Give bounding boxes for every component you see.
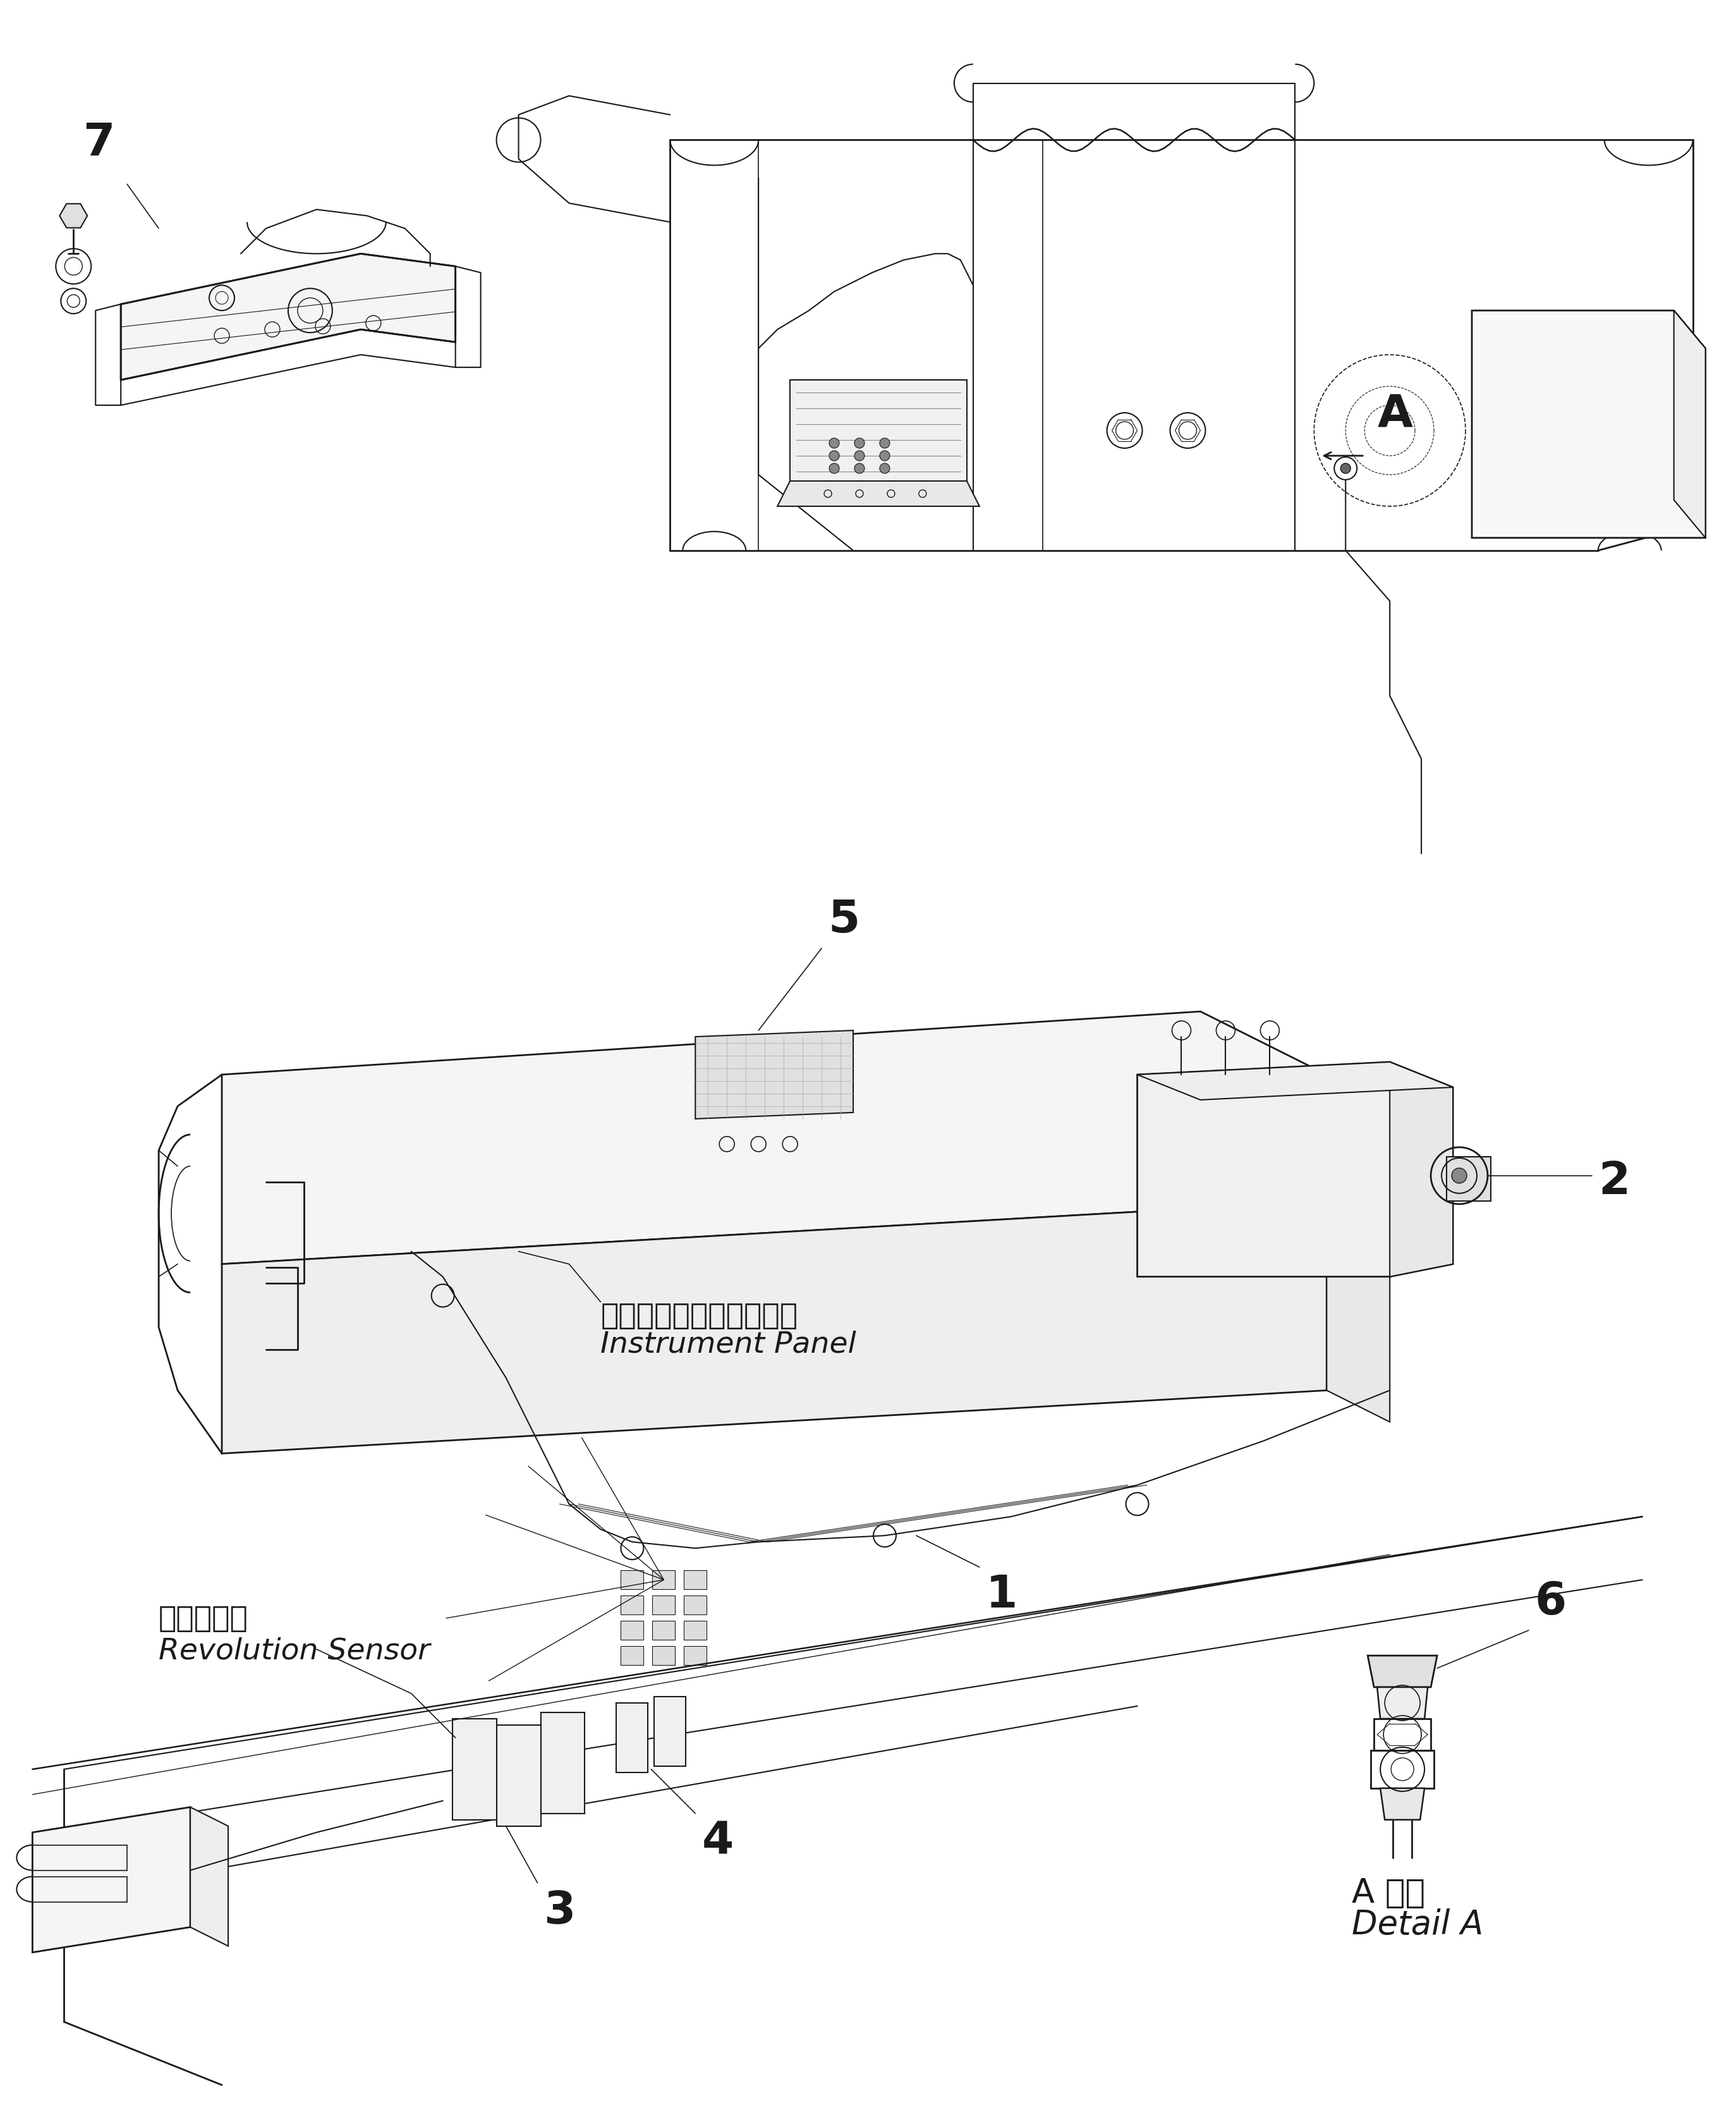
Polygon shape	[1137, 1063, 1453, 1277]
Polygon shape	[684, 1596, 707, 1615]
Text: 2: 2	[1599, 1160, 1630, 1205]
Polygon shape	[621, 1571, 644, 1590]
Polygon shape	[1380, 1789, 1425, 1821]
Polygon shape	[696, 1031, 852, 1118]
Polygon shape	[1368, 1655, 1437, 1687]
Polygon shape	[540, 1713, 585, 1814]
Text: Revolution Sensor: Revolution Sensor	[158, 1636, 431, 1666]
Polygon shape	[1391, 1063, 1453, 1277]
Polygon shape	[59, 203, 87, 229]
Polygon shape	[653, 1622, 675, 1641]
Polygon shape	[621, 1622, 644, 1641]
Polygon shape	[1137, 1063, 1453, 1101]
Polygon shape	[1472, 311, 1705, 538]
Polygon shape	[790, 379, 967, 481]
Circle shape	[830, 451, 838, 462]
Circle shape	[830, 464, 838, 474]
Polygon shape	[653, 1596, 675, 1615]
Polygon shape	[1674, 311, 1705, 538]
Circle shape	[1451, 1169, 1467, 1183]
Polygon shape	[684, 1571, 707, 1590]
Text: 3: 3	[543, 1888, 576, 1933]
Text: Detail A: Detail A	[1352, 1907, 1484, 1941]
Polygon shape	[222, 1200, 1326, 1454]
Polygon shape	[616, 1702, 648, 1772]
Polygon shape	[653, 1647, 675, 1666]
Text: インスツルメントパネル: インスツルメントパネル	[601, 1302, 799, 1329]
Polygon shape	[621, 1647, 644, 1666]
Polygon shape	[653, 1571, 675, 1590]
Polygon shape	[778, 481, 979, 506]
Text: 回転センサ: 回転センサ	[158, 1605, 248, 1634]
Polygon shape	[654, 1696, 686, 1766]
Text: 7: 7	[83, 121, 115, 165]
Polygon shape	[684, 1622, 707, 1641]
Text: A 詳細: A 詳細	[1352, 1876, 1425, 1910]
Text: 4: 4	[701, 1821, 734, 1863]
Polygon shape	[621, 1596, 644, 1615]
Polygon shape	[496, 1725, 540, 1827]
Circle shape	[880, 451, 891, 462]
Text: 5: 5	[828, 898, 859, 942]
Polygon shape	[453, 1719, 496, 1821]
Text: 1: 1	[986, 1573, 1017, 1617]
Text: A: A	[1377, 392, 1413, 436]
Polygon shape	[222, 1012, 1326, 1264]
Text: 6: 6	[1535, 1581, 1568, 1624]
Circle shape	[830, 438, 838, 449]
Polygon shape	[33, 1808, 191, 1952]
Polygon shape	[191, 1808, 227, 1946]
Circle shape	[880, 438, 891, 449]
Polygon shape	[684, 1647, 707, 1666]
Circle shape	[854, 438, 865, 449]
Polygon shape	[1377, 1687, 1427, 1719]
Circle shape	[854, 451, 865, 462]
Polygon shape	[1446, 1156, 1491, 1200]
Polygon shape	[122, 254, 455, 379]
Circle shape	[854, 464, 865, 474]
Text: Instrument Panel: Instrument Panel	[601, 1329, 856, 1359]
Circle shape	[1340, 464, 1351, 474]
Polygon shape	[1326, 1075, 1391, 1423]
Circle shape	[880, 464, 891, 474]
